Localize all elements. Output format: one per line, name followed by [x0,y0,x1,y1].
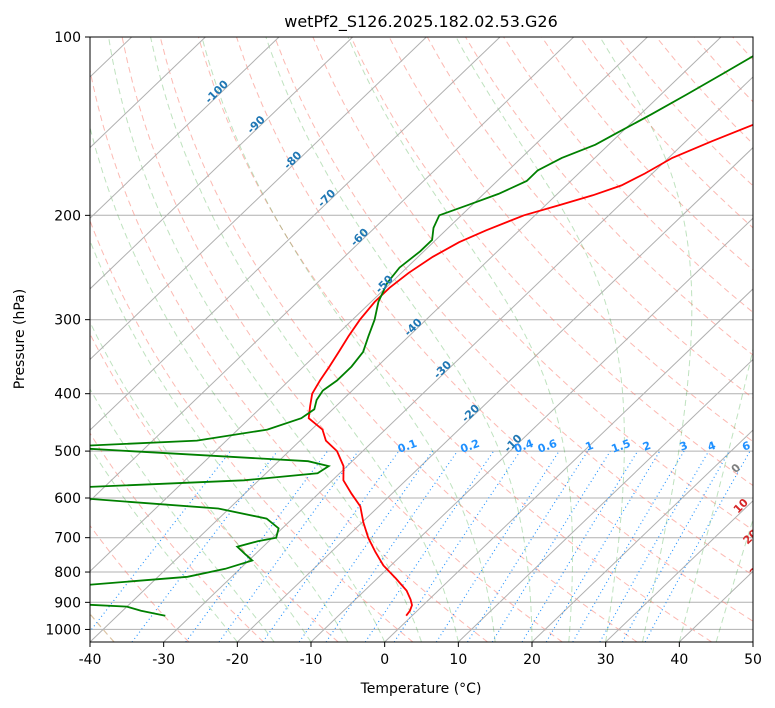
moist-adiabat-line [347,37,573,642]
isotherm-line [90,37,575,502]
moist-adiabat-line [265,37,533,642]
y-tick-label: 500 [54,444,81,460]
mixing-ratio-label: 2 [641,439,653,454]
axis-ticks: -40 -30 -20 -10 0 10 20 30 40 5010020030040050060… [45,30,762,668]
y-tick-label: 200 [54,208,81,224]
moist-adiabat-line [90,388,275,642]
mixing-ratio-line [298,450,434,642]
isotherm-line [90,37,354,290]
moist-adiabat-line [90,446,238,642]
moist-adiabat-line [715,517,753,642]
x-tick-label: 50 [744,652,762,668]
isotherm-line [90,37,427,361]
mixing-ratio-label: 6 [740,439,752,454]
mixing-ratio-label: 0.2 [459,437,482,456]
mixing-ratio-line [521,450,639,642]
mixing-ratio-line [364,450,495,642]
x-tick-label: 20 [523,652,541,668]
y-tick-label: 100 [54,30,81,46]
dry-adiabat-line [388,37,753,443]
y-axis-label: Pressure (hPa) [12,289,28,389]
moist-adiabat-line [90,239,349,642]
x-axis-label: Temperature (°C) [360,681,482,697]
dewpoint-line [90,54,753,617]
mixing-ratio-label: 0.6 [536,437,559,456]
mixing-ratio-label: 4 [706,439,718,454]
moist-adiabat-line [201,37,496,642]
mixing-ratio-label: 0.1 [396,437,419,456]
isotherm-line [531,429,753,642]
isotherm-line [90,37,648,573]
y-tick-label: 900 [54,595,81,611]
mixing-ratio-line [262,450,400,642]
isotherm-line [90,37,280,219]
moist-adiabat-line [455,37,625,642]
mixing-ratio-line [393,450,521,642]
x-tick-label: -20 [226,652,249,668]
plot-area: -100-90-80-70-60-50-40-30-20-100.1 0.2 0.4… [90,37,767,642]
mixing-ratio-line [621,450,730,642]
isotherm-line [163,76,753,642]
isotherm-line [90,37,722,642]
moist-adiabat-line [90,125,386,642]
dry-adiabat-line [90,332,339,642]
isotherm-line [236,146,753,642]
x-tick-label: 10 [449,652,467,668]
isotherm-line [90,37,501,431]
mixing-ratio-label: 1.5 [610,437,633,456]
mixing-ratio-line [644,450,751,642]
dry-adiabat-line [121,37,563,642]
y-tick-label: 600 [54,491,81,507]
isotherm-line [605,500,753,642]
y-tick-label: 800 [54,565,81,581]
isotherm-line [457,358,753,642]
y-tick-label: 700 [54,531,81,547]
dry-adiabat-line [350,37,753,487]
isotherm-line [90,37,206,149]
moist-adiabat-label: 30 [747,559,767,579]
mixing-ratio-label: 3 [678,439,690,454]
x-tick-label: 30 [597,652,615,668]
x-tick-label: -10 [300,652,323,668]
x-tick-label: -40 [79,652,102,668]
temperature-line [307,123,753,617]
dry-adiabat-line [159,37,638,642]
x-tick-label: 40 [670,652,688,668]
moist-adiabat-line [678,346,753,642]
isotherm-line [384,288,753,642]
y-tick-label: 1000 [45,622,81,638]
mixing-ratio-label: 0.4 [512,437,535,456]
mixing-ratio-line [218,450,359,642]
dry-adiabat-line [426,37,753,399]
mixing-ratio-label: 1 [584,439,596,454]
mixing-ratio-line [435,450,560,642]
dry-adiabat-line [465,37,753,356]
plot-frame [89,36,754,643]
moist-adiabat-line [599,37,693,642]
isotherm-line [310,217,753,642]
y-tick-label: 400 [54,387,81,403]
moist-adiabat-line [150,37,459,642]
dry-adiabat-line [90,67,488,642]
x-tick-label: -30 [152,652,175,668]
y-tick-label: 300 [54,313,81,329]
chart-title: wetPf2_S126.2025.182.02.53.G26 [284,12,558,32]
x-tick-label: 0 [380,652,389,668]
moist-adiabat-line [108,37,422,642]
mixing-ratio-line [325,450,458,642]
